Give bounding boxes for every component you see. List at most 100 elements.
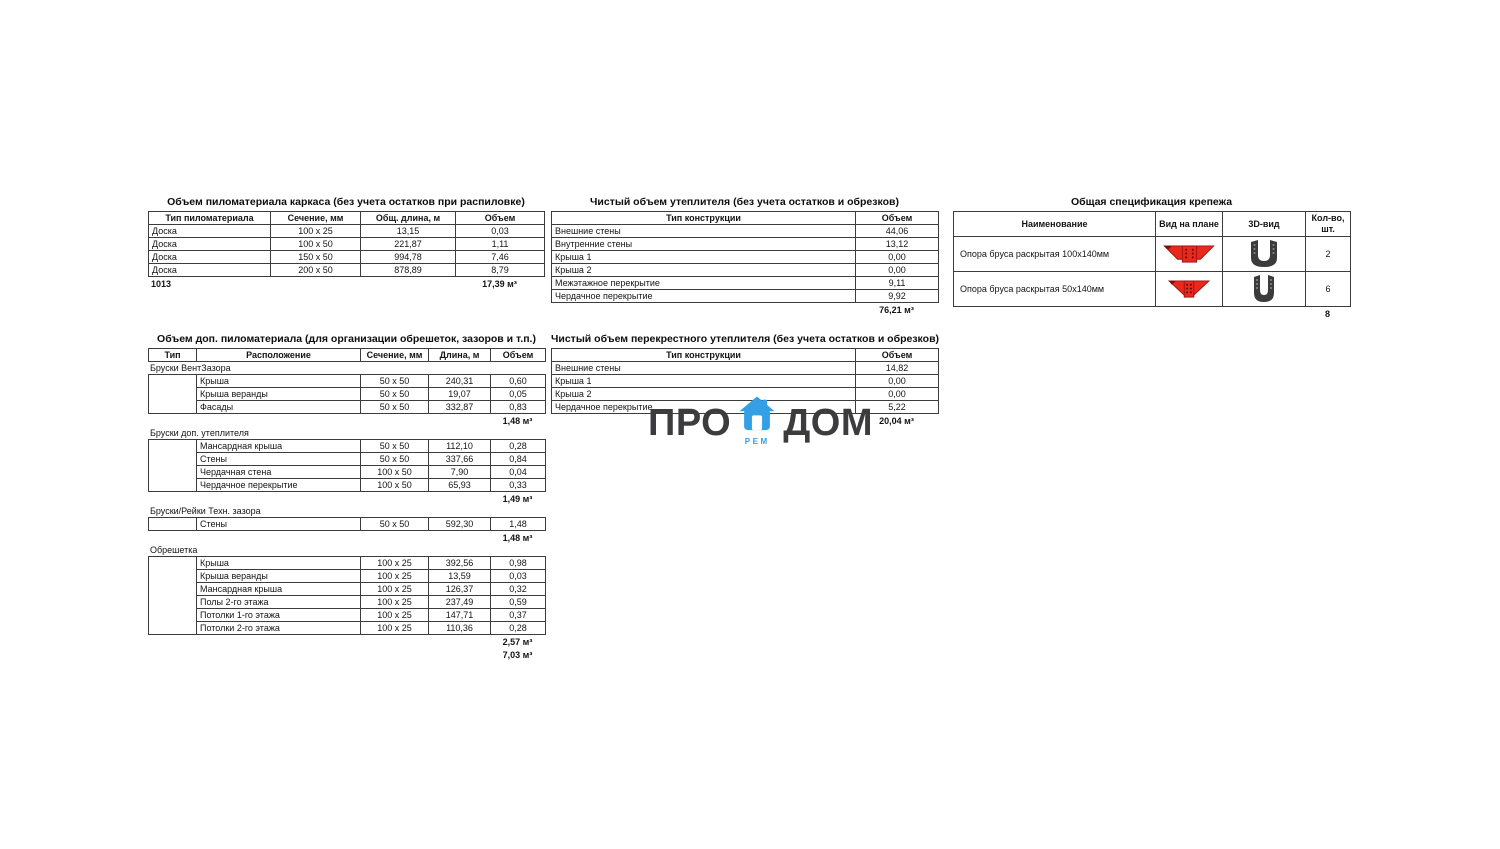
table-row: Чердачная стена 100 x 50 7,90 0,04 <box>149 465 546 479</box>
table-cell: 0,33 <box>490 478 546 492</box>
column-header: Объем <box>855 211 939 225</box>
table-cell: 14,82 <box>855 361 939 375</box>
type-cell-empty <box>148 439 197 492</box>
table-cell: 126,37 <box>428 582 491 596</box>
group-table: Крыша 100 x 25 392,56 0,98 Крыша веранды 100 … <box>148 556 546 635</box>
column-header: Тип <box>148 348 197 362</box>
table-cell: 332,87 <box>428 400 491 414</box>
table-cell: 100 x 25 <box>360 595 429 609</box>
spacer-cell <box>360 277 455 290</box>
lumber-group: Бруски ВентЗазора Крыша 50 x 50 240,31 0,60… <box>148 362 546 427</box>
total-qty: 8 <box>1324 308 1330 319</box>
u-bracket-icon <box>1226 274 1302 304</box>
header-row: Тип конструкции Объем <box>551 348 939 362</box>
3d-view-cell <box>1222 236 1306 272</box>
table-cell: 0,28 <box>490 621 546 635</box>
prodom-logo: ПРО РЕМ ДОМ <box>648 396 873 446</box>
spacer-cell <box>360 492 428 505</box>
spacer-cell <box>196 531 360 544</box>
table-cell: Доска <box>148 224 271 238</box>
column-header: Объем <box>490 348 546 362</box>
logo-text-rem: РЕМ <box>744 437 770 446</box>
table-row: Стены 50 x 50 592,30 1,48 <box>148 517 546 531</box>
table-cell: Внешние стены <box>551 224 856 238</box>
table-cell: 13,59 <box>428 569 491 583</box>
table-cell: 100 x 25 <box>360 621 429 635</box>
spacer-cell <box>360 648 428 661</box>
spacer-cell <box>148 531 196 544</box>
table-row: Межэтажное перекрытие 9,11 <box>551 276 939 290</box>
table-cell: 50 x 50 <box>360 374 429 388</box>
column-header: Тип конструкции <box>551 348 856 362</box>
table-title: Объем доп. пиломатериала (для организаци… <box>157 333 536 345</box>
table-cell: Межэтажное перекрытие <box>551 276 856 290</box>
logo-text-pro: ПРО <box>648 402 732 444</box>
cross-insulation-table: Тип конструкции Объем Внешние стены 14,82… <box>551 348 939 414</box>
extra-lumber-header: Тип Расположение Сечение, мм Длина, м Об… <box>148 348 546 362</box>
table-cell: 8,79 <box>455 263 545 277</box>
spacer-cell <box>148 648 196 661</box>
table-cell: 65,93 <box>428 478 491 492</box>
table-row: Чердачное перекрытие 9,92 <box>551 289 939 303</box>
table-row: Опора бруса раскрытая 50х140мм <box>953 271 1351 307</box>
column-header: Наименование <box>953 211 1156 237</box>
table-cell: 50 x 50 <box>360 452 429 466</box>
table-title: Общая спецификация крепежа <box>1070 196 1233 208</box>
group-label: Бруски/Рейки Техн. зазора <box>150 506 261 516</box>
column-header: Объем <box>455 211 545 225</box>
grand-total: 7,03 м³ <box>502 649 533 660</box>
table-cell: 0,84 <box>490 452 546 466</box>
group-table: Мансардная крыша 50 x 50 112,10 0,28 Стены 50… <box>148 439 546 492</box>
table-cell: 100 x 50 <box>270 237 361 251</box>
group-label: Обрешетка <box>150 545 198 555</box>
spacer-cell <box>196 635 360 648</box>
total-volume: 76,21 м³ <box>879 304 914 315</box>
frame-lumber-table: Тип пиломатериала Сечение, мм Общ. длина… <box>148 211 545 277</box>
spacer-cell <box>428 531 490 544</box>
fastener-name: Опора бруса раскрытая 50х140мм <box>953 271 1156 307</box>
table-cell: 100 x 25 <box>360 582 429 596</box>
fasteners-table-section: Общая спецификация крепежа Наименование … <box>953 196 1351 320</box>
group-label: Бруски доп. утеплителя <box>150 428 249 438</box>
table-row: Крыша веранды 50 x 50 19,07 0,05 <box>149 387 546 401</box>
fastener-name: Опора бруса раскрытая 100х140мм <box>953 236 1156 272</box>
spacer-cell <box>148 635 196 648</box>
spacer-cell <box>148 492 196 505</box>
table-cell: 9,92 <box>855 289 939 303</box>
logo-house-block: РЕМ <box>738 396 776 446</box>
table-row: Крыша веранды 100 x 25 13,59 0,03 <box>149 569 546 583</box>
table-cell: Стены <box>196 452 361 466</box>
spacer-cell <box>953 307 1155 320</box>
spacer-cell <box>1155 307 1222 320</box>
table-cell: 392,56 <box>428 556 491 570</box>
cross-insulation-footer: 20,04 м³ <box>551 414 938 427</box>
table-cell: Доска <box>148 263 271 277</box>
spacer-cell <box>428 648 490 661</box>
cross-insulation-table-section: Чистый объем перекрестного утеплителя (б… <box>551 333 939 427</box>
table-row: Стены 50 x 50 337,66 0,84 <box>149 452 546 466</box>
spacer-cell <box>196 648 360 661</box>
plan-view-cell <box>1155 236 1223 272</box>
header-row: Тип конструкции Объем <box>551 211 939 225</box>
table-cell: Доска <box>148 250 271 264</box>
table-row: Полы 2-го этажа 100 x 25 237,49 0,59 <box>149 595 546 609</box>
table-cell: 0,00 <box>855 374 939 388</box>
table-cell: 9,11 <box>855 276 939 290</box>
table-cell: 5,22 <box>855 400 939 414</box>
lumber-group: Бруски/Рейки Техн. зазора Стены 50 x 50 59… <box>148 505 546 544</box>
column-header: Тип пиломатериала <box>148 211 271 225</box>
table-row: Внешние стены 14,82 <box>551 361 939 375</box>
table-cell: 0,60 <box>490 374 546 388</box>
table-cell: 0,98 <box>490 556 546 570</box>
fasteners-table: Наименование Вид на плане 3D-вид Кол-во,… <box>953 211 1351 307</box>
table-cell: 237,49 <box>428 595 491 609</box>
group-subtotal: 1,48 м³ <box>502 532 533 543</box>
table-cell: Крыша 1 <box>551 250 856 264</box>
table-cell: Стены <box>196 517 361 531</box>
fastener-qty: 6 <box>1305 271 1351 307</box>
lumber-group: Обрешетка Крыша 100 x 25 392,56 0,98 Крыша в… <box>148 544 546 661</box>
column-header: Объем <box>855 348 939 362</box>
table-row: Чердачное перекрытие 5,22 <box>551 400 939 414</box>
group-subtotal: 1,49 м³ <box>502 493 533 504</box>
